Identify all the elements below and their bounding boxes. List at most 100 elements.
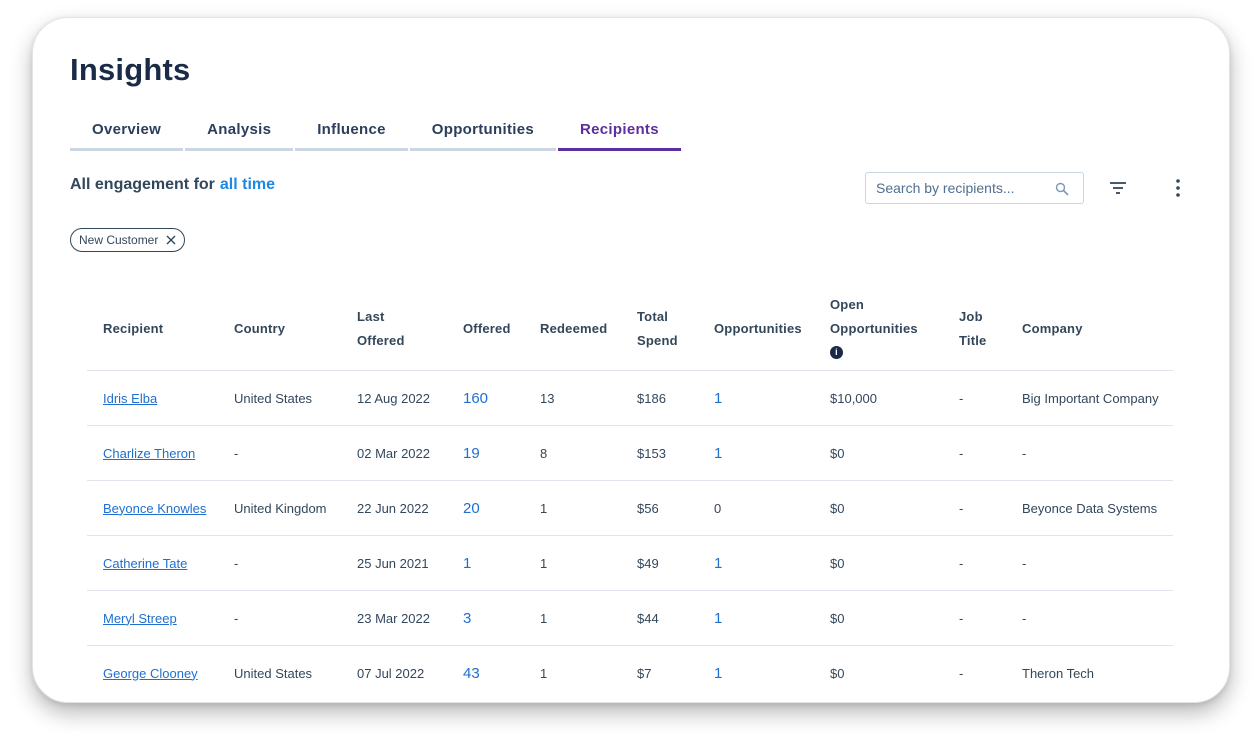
tab-overview[interactable]: Overview — [70, 121, 184, 151]
tab-influence[interactable]: Influence — [295, 121, 408, 151]
cell-open-opportunities: $0 — [814, 425, 943, 481]
tab-opportunities[interactable]: Opportunities — [409, 121, 556, 151]
cell-redeemed: 1 — [524, 535, 621, 591]
engagement-prefix: All engagement for — [70, 176, 215, 193]
filter-chip-label: New Customer — [79, 233, 159, 247]
close-icon[interactable] — [166, 235, 176, 245]
cell-opportunities: 0 — [698, 480, 814, 536]
opportunities-count[interactable]: 1 — [714, 554, 723, 572]
opportunities-count[interactable]: 1 — [714, 609, 723, 627]
column-header-redeemed[interactable]: Redeemed — [524, 288, 621, 371]
recipient-link[interactable]: Idris Elba — [103, 390, 158, 406]
cell-total-spend: $44 — [621, 590, 698, 646]
table-row[interactable]: Idris Elba United States 12 Aug 2022 160 13 $… — [87, 370, 1173, 426]
cell-total-spend: $49 — [621, 535, 698, 591]
table-row[interactable]: Beyonce Knowles United Kingdom 22 Jun 2022… — [87, 480, 1173, 536]
cell-recipient: George Clooney — [87, 646, 218, 701]
column-header-company[interactable]: Company — [1006, 288, 1173, 371]
search-icon[interactable] — [1055, 182, 1069, 196]
cell-job-title: - — [943, 480, 1006, 536]
tab-recipients[interactable]: Recipients — [558, 121, 681, 151]
cell-recipient: Meryl Streep — [87, 590, 218, 646]
column-header-open-opportunities[interactable]: Open Opportunities — [814, 288, 943, 371]
cell-open-opportunities: $0 — [814, 535, 943, 591]
cell-opportunities: 1 — [698, 590, 814, 646]
search-box — [865, 172, 1084, 204]
cell-open-opportunities: $0 — [830, 665, 845, 681]
insights-card: Insights Overview Analysis Influence Opp… — [32, 17, 1230, 703]
cell-offered: 20 — [447, 480, 524, 536]
cell-opportunities: 1 — [698, 646, 814, 701]
cell-company: - — [1006, 535, 1173, 591]
offered-count-link[interactable]: 1 — [463, 554, 472, 572]
table-row[interactable]: Meryl Streep -23 Mar 2022 3 1 $44 1 $0- - — [87, 590, 1173, 646]
column-header-job-title[interactable]: Job Title — [943, 288, 1006, 371]
opportunities-count: 0 — [714, 500, 722, 516]
opportunities-count[interactable]: 1 — [714, 664, 723, 682]
cell-country: United Kingdom — [218, 480, 341, 536]
cell-job-title: - — [943, 370, 1006, 426]
recipient-link[interactable]: Meryl Streep — [103, 610, 177, 626]
offered-count-link[interactable]: 160 — [463, 389, 489, 407]
filter-chip-new-customer: New Customer — [70, 228, 186, 252]
column-header-last-offered[interactable]: Last Offered — [341, 288, 447, 371]
cell-company: Beyonce Data Systems — [1006, 480, 1173, 536]
cell-country: United States — [218, 370, 341, 426]
column-header-recipient[interactable]: Recipient — [87, 288, 218, 371]
recipient-link[interactable]: Beyonce Knowles — [103, 500, 207, 516]
cell-opportunities: 1 — [698, 425, 814, 481]
table-header-row: Recipient Country Last Offered Offered Re… — [87, 288, 1173, 371]
cell-redeemed: 8 — [524, 425, 621, 481]
recipient-link[interactable]: George Clooney — [103, 665, 198, 681]
tab-analysis[interactable]: Analysis — [185, 121, 294, 151]
cell-last-offered: 02 Mar 2022 — [341, 425, 447, 481]
cell-redeemed: 1 — [524, 590, 621, 646]
column-header-total-spend[interactable]: Total Spend — [621, 288, 698, 371]
cell-company: Big Important Company — [1006, 370, 1173, 426]
search-input[interactable] — [866, 180, 1056, 196]
cell-recipient: Catherine Tate — [87, 535, 218, 591]
filter-icon[interactable] — [1109, 179, 1127, 197]
recipient-link[interactable]: Charlize Theron — [103, 445, 196, 461]
cell-country: - — [218, 535, 341, 591]
table-row[interactable]: Charlize Theron -02 Mar 2022 19 8 $153 1 $0- - — [87, 425, 1173, 481]
cell-job-title: - — [959, 665, 964, 681]
cell-last-offered: 07 Jul 2022 — [357, 665, 425, 681]
cell-total-spend: $186 — [621, 370, 698, 426]
cell-open-opportunities: $0 — [814, 590, 943, 646]
more-options-icon[interactable] — [1173, 178, 1183, 198]
opportunities-count[interactable]: 1 — [714, 389, 723, 407]
column-header-offered[interactable]: Offered — [447, 288, 524, 371]
column-header-opportunities[interactable]: Opportunities — [698, 288, 814, 371]
opportunities-count[interactable]: 1 — [714, 444, 723, 462]
cell-offered: 160 — [447, 370, 524, 426]
cell-open-opportunities: $0 — [814, 480, 943, 536]
tab-bar: Overview Analysis Influence Opportunitie… — [70, 121, 683, 151]
offered-count-link[interactable]: 3 — [463, 609, 472, 627]
cell-total-spend: $153 — [621, 425, 698, 481]
cell-opportunities: 1 — [698, 535, 814, 591]
cell-last-offered: 12 Aug 2022 — [341, 370, 447, 426]
cell-country: - — [218, 590, 341, 646]
cell-last-offered: 22 Jun 2022 — [341, 480, 447, 536]
cell-country: United States — [234, 665, 313, 681]
offered-count-link[interactable]: 20 — [463, 499, 480, 517]
page-title: Insights — [70, 52, 191, 87]
cell-job-title: - — [943, 425, 1006, 481]
info-icon[interactable] — [830, 346, 843, 360]
offered-count-link[interactable]: 19 — [463, 444, 480, 462]
offered-count-link[interactable]: 43 — [463, 664, 480, 682]
cell-redeemed: 1 — [540, 665, 548, 681]
table-row[interactable]: George Clooney United States 07 Jul 2022 43… — [87, 646, 1173, 701]
cell-last-offered: 25 Jun 2021 — [341, 535, 447, 591]
cell-offered: 1 — [447, 535, 524, 591]
engagement-heading: All engagement for all time — [70, 176, 275, 194]
date-range-link[interactable]: all time — [219, 176, 276, 193]
table-row[interactable]: Catherine Tate -25 Jun 2021 1 1 $49 1 $0- - — [87, 535, 1173, 591]
recipient-link[interactable]: Catherine Tate — [103, 555, 188, 571]
cell-offered: 43 — [447, 646, 524, 701]
cell-total-spend: $56 — [621, 480, 698, 536]
column-header-country[interactable]: Country — [218, 288, 341, 371]
cell-open-opportunities: $10,000 — [814, 370, 943, 426]
cell-job-title: - — [943, 590, 1006, 646]
